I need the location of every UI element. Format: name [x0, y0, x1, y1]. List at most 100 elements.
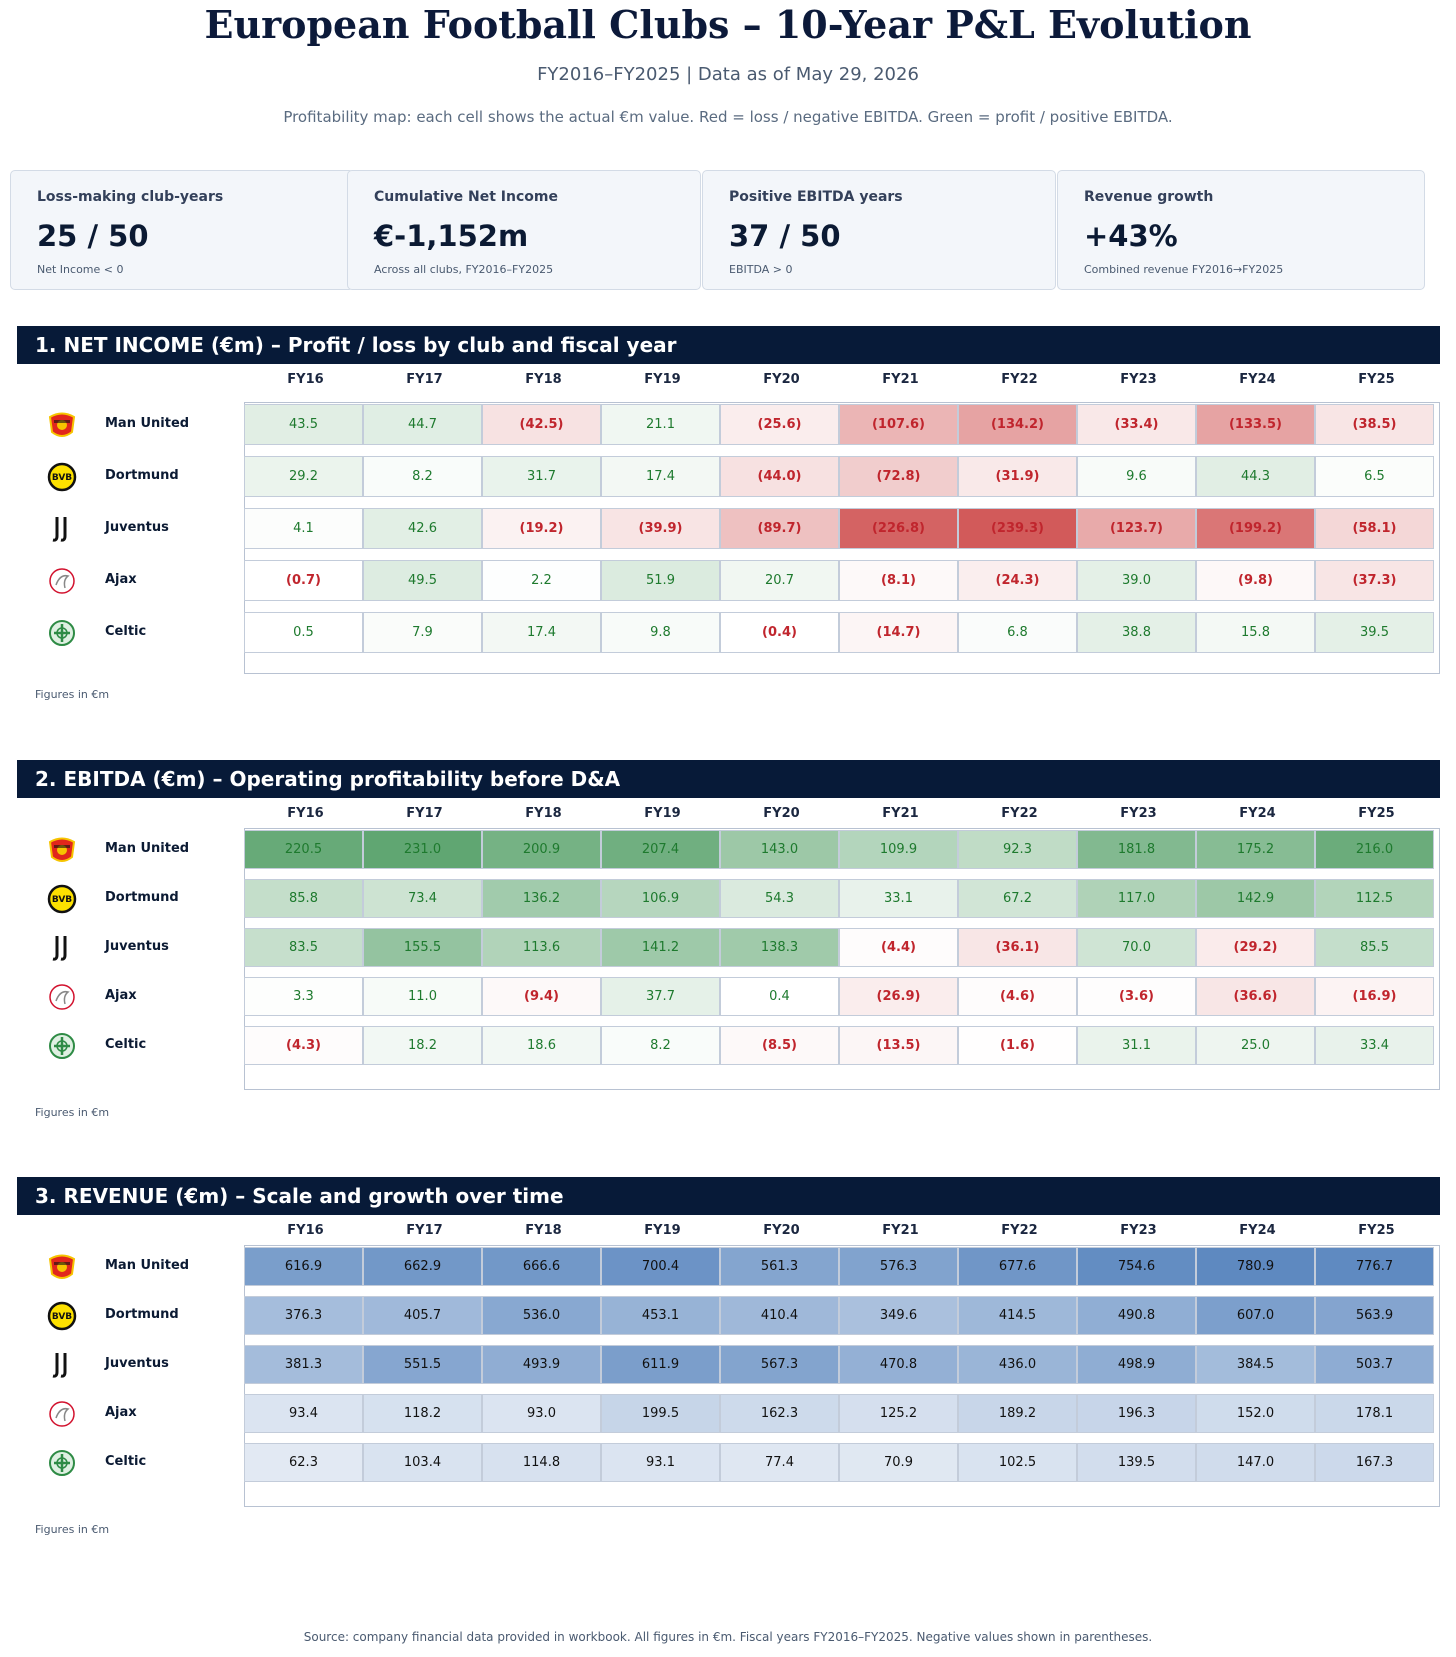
heatmap-cell: 147.0	[1196, 1443, 1315, 1482]
dortmund-crest-icon: BVB	[45, 460, 79, 494]
club-name: Juventus	[105, 519, 169, 535]
column-header: FY18	[525, 372, 562, 387]
heatmap-cell: 49.5	[363, 560, 482, 601]
column-header: FY25	[1358, 806, 1395, 821]
heatmap-cell: 414.5	[958, 1296, 1077, 1335]
kpi-card-positive-ebitda: Positive EBITDA years 37 / 50 EBITDA > 0	[702, 170, 1056, 290]
heatmap-cell: 200.9	[482, 830, 601, 869]
heatmap-cell: 62.3	[244, 1443, 363, 1482]
kpi-label: Loss-making club-years	[37, 189, 224, 205]
column-header: FY21	[882, 806, 919, 821]
svg-text:BVB: BVB	[52, 473, 72, 483]
heatmap-cell: 54.3	[720, 879, 839, 918]
heatmap-row: 83.5 155.5 113.6 141.2 138.3 (4.4) (36.1) 70.0(…	[244, 928, 1440, 967]
heatmap-cell: 85.8	[244, 879, 363, 918]
heatmap-row: 0.5 7.9 17.4 9.8 (0.4) (14.7) 6.8 38.8 15.8 39.5	[244, 612, 1440, 653]
heatmap-cell: 700.4	[601, 1247, 720, 1286]
kpi-value: €-1,152m	[374, 219, 529, 253]
page-title: European Football Clubs – 10-Year P&L Ev…	[204, 2, 1252, 47]
heatmap-cell: 376.3	[244, 1296, 363, 1335]
heatmap-cell: 17.4	[482, 612, 601, 653]
heatmap-cell: 0.4	[720, 977, 839, 1016]
page-description: Profitability map: each cell shows the a…	[283, 108, 1173, 126]
column-header: FY18	[525, 806, 562, 821]
column-header: FY17	[406, 1223, 443, 1238]
heatmap-cell: 607.0	[1196, 1296, 1315, 1335]
heatmap-cell: 561.3	[720, 1247, 839, 1286]
heatmap-cell: (0.4)	[720, 612, 839, 653]
heatmap-cell: 616.9	[244, 1247, 363, 1286]
heatmap-row: 3.3 11.0 (9.4) 37.7 0.4 (26.9) (4.6) (3.6) (36.6…	[244, 977, 1440, 1016]
heatmap-cell: 33.4	[1315, 1026, 1434, 1065]
heatmap-cell: (4.6)	[958, 977, 1077, 1016]
heatmap-cell: 15.8	[1196, 612, 1315, 653]
heatmap-row: 43.5 44.7 (42.5) 21.1 (25.6) (107.6) (134.2) (3…	[244, 404, 1440, 445]
heatmap-cell: 9.6	[1077, 456, 1196, 497]
column-header: FY25	[1358, 372, 1395, 387]
heatmap-cell: (26.9)	[839, 977, 958, 1016]
heatmap-cell: (19.2)	[482, 508, 601, 549]
heatmap-cell: 141.2	[601, 928, 720, 967]
heatmap-cell: 44.3	[1196, 456, 1315, 497]
heatmap-cell: 410.4	[720, 1296, 839, 1335]
column-header: FY25	[1358, 1223, 1395, 1238]
ajax-crest-icon	[45, 564, 79, 598]
heatmap-cell: 42.6	[363, 508, 482, 549]
heatmap-cell: (42.5)	[482, 404, 601, 445]
heatmap-row: (4.3) 18.2 18.6 8.2 (8.5) (13.5) (1.6) 31.1 25.0…	[244, 1026, 1440, 1065]
section-header: 1. NET INCOME (€m) – Profit / loss by cl…	[17, 326, 1440, 364]
heatmap-cell: 0.5	[244, 612, 363, 653]
heatmap-cell: 493.9	[482, 1345, 601, 1384]
heatmap-cell: (134.2)	[958, 404, 1077, 445]
kpi-label: Cumulative Net Income	[374, 189, 558, 205]
heatmap-cell: 167.3	[1315, 1443, 1434, 1482]
section-header: 3. REVENUE (€m) – Scale and growth over …	[17, 1177, 1440, 1215]
kpi-note: Combined revenue FY2016→FY2025	[1084, 263, 1284, 276]
figures-note: Figures in €m	[35, 1106, 110, 1119]
club-name: Man United	[105, 840, 190, 856]
column-header: FY21	[882, 372, 919, 387]
heatmap-cell: 563.9	[1315, 1296, 1434, 1335]
club-name: Ajax	[105, 1404, 137, 1420]
heatmap-cell: (36.1)	[958, 928, 1077, 967]
heatmap-cell: (8.5)	[720, 1026, 839, 1065]
heatmap-cell: 349.6	[839, 1296, 958, 1335]
heatmap-cell: 83.5	[244, 928, 363, 967]
column-header: FY16	[287, 372, 324, 387]
heatmap-cell: (8.1)	[839, 560, 958, 601]
column-header: FY22	[1001, 806, 1038, 821]
heatmap-cell: (107.6)	[839, 404, 958, 445]
column-header: FY16	[287, 806, 324, 821]
heatmap-cell: (33.4)	[1077, 404, 1196, 445]
heatmap-cell: 155.5	[363, 928, 482, 967]
heatmap-cell: (25.6)	[720, 404, 839, 445]
heatmap-cell: 118.2	[363, 1394, 482, 1433]
kpi-card-loss-years: Loss-making club-years 25 / 50 Net Incom…	[10, 170, 354, 290]
heatmap-cell: 138.3	[720, 928, 839, 967]
heatmap-cell: 2.2	[482, 560, 601, 601]
heatmap-row: 93.4 118.2 93.0 199.5 162.3 125.2 189.2 196.3 15…	[244, 1394, 1440, 1433]
heatmap-row: (0.7) 49.5 2.2 51.9 20.7 (8.1) (24.3) 39.0 (9.8)…	[244, 560, 1440, 601]
heatmap-cell: 139.5	[1077, 1443, 1196, 1482]
heatmap-cell: 93.4	[244, 1394, 363, 1433]
heatmap-cell: 109.9	[839, 830, 958, 869]
heatmap-cell: (9.8)	[1196, 560, 1315, 601]
club-name: Man United	[105, 415, 190, 431]
heatmap-cell: 666.6	[482, 1247, 601, 1286]
heatmap-row: 4.1 42.6 (19.2) (39.9) (89.7) (226.8) (239.3)(…	[244, 508, 1440, 549]
heatmap-cell: 162.3	[720, 1394, 839, 1433]
heatmap-cell: (89.7)	[720, 508, 839, 549]
heatmap-cell: 39.5	[1315, 612, 1434, 653]
column-header: FY16	[287, 1223, 324, 1238]
club-name: Celtic	[105, 1453, 147, 1469]
heatmap-cell: 113.6	[482, 928, 601, 967]
heatmap-cell: 93.1	[601, 1443, 720, 1482]
heatmap-cell: 70.0	[1077, 928, 1196, 967]
heatmap-cell: (29.2)	[1196, 928, 1315, 967]
heatmap-cell: 8.2	[601, 1026, 720, 1065]
man-united-crest-icon	[45, 408, 79, 442]
heatmap-cell: (31.9)	[958, 456, 1077, 497]
heatmap-cell: 490.8	[1077, 1296, 1196, 1335]
heatmap-cell: (72.8)	[839, 456, 958, 497]
heatmap-cell: (9.4)	[482, 977, 601, 1016]
